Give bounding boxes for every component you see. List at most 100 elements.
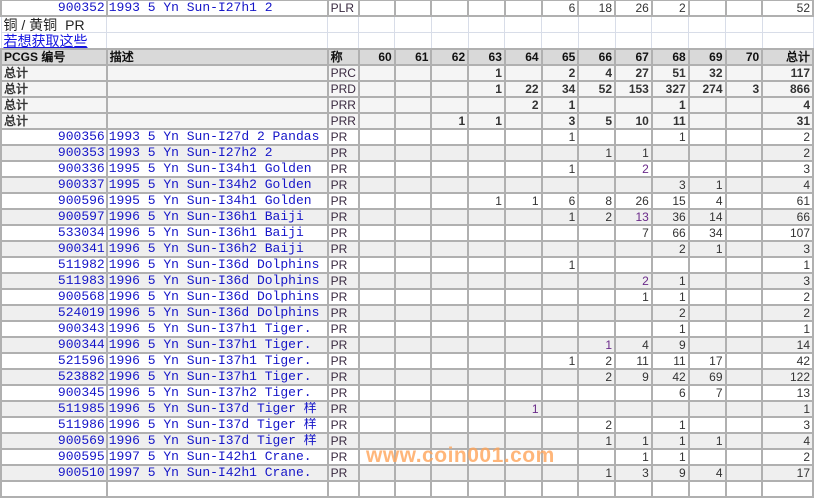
pcgs-number-link[interactable]: 900343 [0,320,108,338]
description-link[interactable]: 1993 5 Yn Sun-I27d 2 Pandas [105,128,329,146]
pcgs-number-link[interactable]: 511983 [0,272,108,290]
grade-65-cell [540,144,580,162]
grade-69-cell [687,336,727,354]
pcgs-number-link[interactable]: 900352 [0,0,108,17]
grade-66-cell: 1 [577,464,617,482]
grade-63-cell [467,400,506,418]
description-link[interactable]: 1995 5 Yn Sun-I34h1 Golden [105,160,329,178]
grade-66-cell [577,448,617,466]
grade-66-cell: 18 [577,0,617,17]
empty-cell [725,15,763,33]
pcgs-number-link[interactable]: 900510 [0,464,108,482]
grade-63-cell [467,384,506,402]
pcgs-number-link[interactable]: 511982 [0,256,108,274]
grade-65-cell [540,288,580,306]
description-link[interactable]: 1993 5 Yn Sun-I27h2 2 [105,144,329,162]
pcgs-number-link[interactable]: 511985 [0,400,108,418]
pcgs-number-link[interactable]: 900336 [0,160,108,178]
designation-cell: PR [326,400,360,418]
description-link[interactable]: 1996 5 Yn Sun-I36d Dolphins [105,256,329,274]
description-link[interactable]: 1995 5 Yn Sun-I34h2 Golden [105,176,329,194]
description-link[interactable]: 1996 5 Yn Sun-I37d Tiger 样 [105,400,329,418]
total-cell: 122 [761,368,814,386]
empty-cell [326,480,360,498]
description-link[interactable]: 1996 5 Yn Sun-I37h1 Tiger. [105,352,329,370]
pcgs-number-link[interactable]: 900597 [0,208,108,226]
description-link[interactable]: 1996 5 Yn Sun-I37h1 Tiger. [105,368,329,386]
grade-64-cell [503,432,543,450]
grade-65-cell [540,240,580,258]
grade-64-cell [503,0,543,17]
description-link[interactable]: 1995 5 Yn Sun-I34h1 Golden [105,192,329,210]
pcgs-number-link[interactable]: 900337 [0,176,108,194]
grade-61-cell [393,144,433,162]
pcgs-number-link[interactable]: 524019 [0,304,108,322]
grade-70-cell [724,304,764,322]
grade-65-cell: 1 [540,352,580,370]
total-cell: 17 [761,464,814,482]
description-link[interactable]: 1997 5 Yn Sun-I42h1 Crane. [105,448,329,466]
grade-68-cell [650,256,690,274]
description-link[interactable]: 1996 5 Yn Sun-I36d Dolphins [105,272,329,290]
grade-64-cell [503,448,543,466]
grade-65-cell [540,336,580,354]
description-link[interactable]: 1996 5 Yn Sun-I36d Dolphins [105,304,329,322]
pcgs-number-link[interactable]: 900345 [0,384,108,402]
pcgs-number-link[interactable]: 900341 [0,240,108,258]
grade-67-cell [614,96,653,114]
grade-67-cell [614,400,653,418]
grade-69-cell: 14 [687,208,727,226]
section-title-row: 铜 / 黄铜 PR [0,15,814,33]
description-link[interactable]: 1996 5 Yn Sun-I37h2 Tiger. [105,384,329,402]
designation-cell: PR [326,192,360,210]
description-link[interactable]: 1996 5 Yn Sun-I37d Tiger 样 [105,416,329,434]
grade-65-cell [540,384,580,402]
header-grade-65: 65 [540,48,580,66]
grade-62-cell [430,400,470,418]
pcgs-number-link[interactable]: 900596 [0,192,108,210]
description-link[interactable]: 1996 5 Yn Sun-I36d Dolphins [105,288,329,306]
description-link[interactable]: 1996 5 Yn Sun-I36h1 Baiji [105,224,329,242]
metal-label: 铜 / 黄铜 [3,16,58,33]
description-link[interactable]: 1996 5 Yn Sun-I37h1 Tiger. [105,336,329,354]
description-link[interactable]: 1996 5 Yn Sun-I36h2 Baiji [105,240,329,258]
grade-62-cell [430,224,470,242]
designation-cell: PR [326,416,360,434]
grade-63-cell [467,0,506,17]
empty-cell [761,15,814,33]
grade-67-cell: 11 [614,352,653,370]
total-cell: 52 [761,0,814,17]
pcgs-number-link[interactable]: 900356 [0,128,108,146]
pcgs-number-link[interactable]: 900569 [0,432,108,450]
grade-70-cell [724,240,764,258]
table-row: 511982 1996 5 Yn Sun-I36d Dolphins PR 1 1 [0,256,814,274]
pcgs-number-link[interactable]: 511986 [0,416,108,434]
grade-61-cell [393,368,433,386]
description-link[interactable]: 1993 5 Yn Sun-I27h1 2 [105,0,329,17]
designation-cell: PRD [326,80,360,98]
description-link[interactable]: 1996 5 Yn Sun-I36h1 Baiji [105,208,329,226]
description-link[interactable]: 1997 5 Yn Sun-I42h1 Crane. [105,464,329,482]
grade-67-cell [614,416,653,434]
pcgs-number-link[interactable]: 900568 [0,288,108,306]
pcgs-number-link[interactable]: 521596 [0,352,108,370]
grade-67-cell: 1 [614,288,653,306]
pcgs-number-link[interactable]: 533034 [0,224,108,242]
grade-67-cell: 27 [614,64,653,82]
grade-70-cell [724,384,764,402]
pcgs-number-link[interactable]: 900344 [0,336,108,354]
get-data-link[interactable]: 若想获取这些 [0,32,108,50]
grade-62-cell [430,160,470,178]
grade-61-cell [393,256,433,274]
pcgs-number-link[interactable]: 900353 [0,144,108,162]
pcgs-number-link[interactable]: 523882 [0,368,108,386]
description-link[interactable]: 1996 5 Yn Sun-I37d Tiger 样 [105,432,329,450]
grade-68-cell: 3 [650,176,690,194]
grade-61-cell [393,192,433,210]
grade-60-cell [357,272,396,290]
grade-70-cell [724,224,764,242]
header-grade-67: 67 [614,48,653,66]
pcgs-number-link[interactable]: 900595 [0,448,108,466]
grade-66-cell [577,224,617,242]
description-link[interactable]: 1996 5 Yn Sun-I37h1 Tiger. [105,320,329,338]
